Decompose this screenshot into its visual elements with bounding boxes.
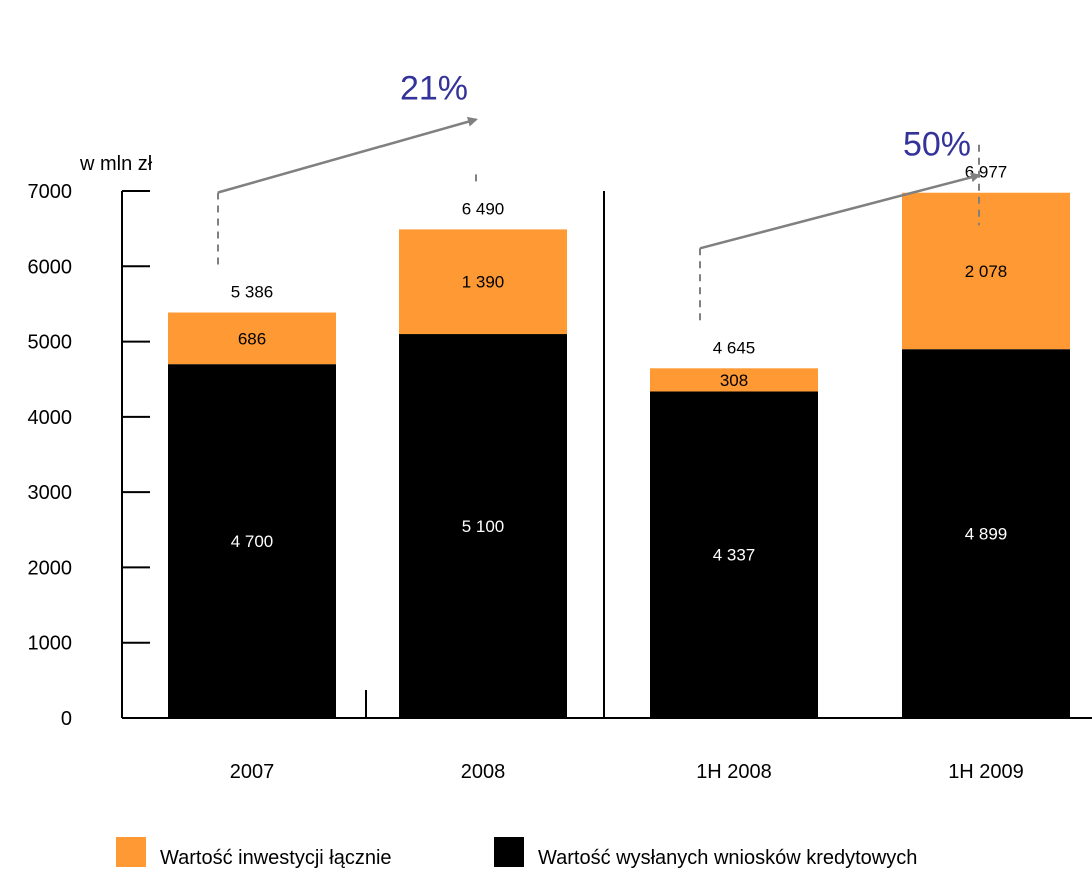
stacked-bar-chart: w mln zł 0 1000 2000 3000 4000 5000 6000 7000 2… — [28, 70, 1092, 783]
legend-label-investment: Wartość inwestycji łącznie — [160, 847, 392, 869]
bar-segment-credit-applications — [650, 391, 818, 718]
y-tick-label: 2000 — [28, 557, 73, 579]
growth-arrow — [699, 172, 981, 250]
y-axis: 0 1000 2000 3000 4000 5000 6000 7000 — [28, 181, 150, 730]
legend-label-credit-applications: Wartość wysłanych wniosków kredytowych — [538, 847, 918, 869]
y-tick-label: 7000 — [28, 181, 73, 203]
y-tick-label: 6000 — [28, 256, 73, 278]
legend-item-investment: Wartość inwestycji łącznie — [116, 837, 392, 870]
bar-segment-investment — [650, 368, 818, 392]
data-label-total: 6 977 — [965, 163, 1008, 182]
growth-arrow — [217, 116, 478, 194]
bar-segment-credit-applications — [399, 334, 567, 718]
x-tick-label: 1H 2008 — [696, 761, 772, 783]
data-label-total: 6 490 — [462, 199, 505, 218]
x-tick-label: 2008 — [461, 761, 506, 783]
bars: 4 700 686 5 386 5 100 1 390 6 490 4 337 308 4 64… — [168, 163, 1070, 718]
bar-segment-credit-applications — [902, 349, 1070, 718]
x-tick-label: 2007 — [230, 761, 275, 783]
data-label-investment: 1 390 — [462, 273, 505, 292]
data-label-investment: 308 — [720, 371, 748, 390]
legend-swatch-investment — [116, 837, 146, 867]
data-label-total: 4 645 — [713, 338, 756, 357]
y-tick-label: 4000 — [28, 407, 73, 429]
bar-segment-investment — [902, 192, 1070, 350]
bar-segment-investment — [168, 312, 336, 365]
x-tick-label: 1H 2009 — [948, 761, 1024, 783]
legend-swatch-credit-applications — [494, 837, 524, 867]
data-label-credit-applications: 4 700 — [231, 532, 274, 551]
data-label-credit-applications: 4 337 — [713, 546, 756, 565]
data-label-total: 5 386 — [231, 283, 274, 302]
data-label-credit-applications: 5 100 — [462, 517, 505, 536]
bar-segment-credit-applications — [168, 364, 336, 718]
data-label-credit-applications: 4 899 — [965, 525, 1008, 544]
growth-annotations: 21% 50% — [217, 70, 981, 321]
legend-item-credit-applications: Wartość wysłanych wniosków kredytowych — [494, 837, 917, 870]
unit-label: w mln zł — [79, 153, 153, 175]
y-tick-label: 5000 — [28, 332, 73, 354]
y-tick-label: 1000 — [28, 633, 73, 655]
growth-label: 21% — [400, 70, 468, 108]
bar-segment-investment — [399, 229, 567, 335]
data-label-investment: 2 078 — [965, 262, 1008, 281]
y-tick-label: 3000 — [28, 482, 73, 504]
data-label-investment: 686 — [238, 329, 266, 348]
y-tick-label: 0 — [61, 708, 72, 730]
growth-label: 50% — [903, 125, 971, 163]
